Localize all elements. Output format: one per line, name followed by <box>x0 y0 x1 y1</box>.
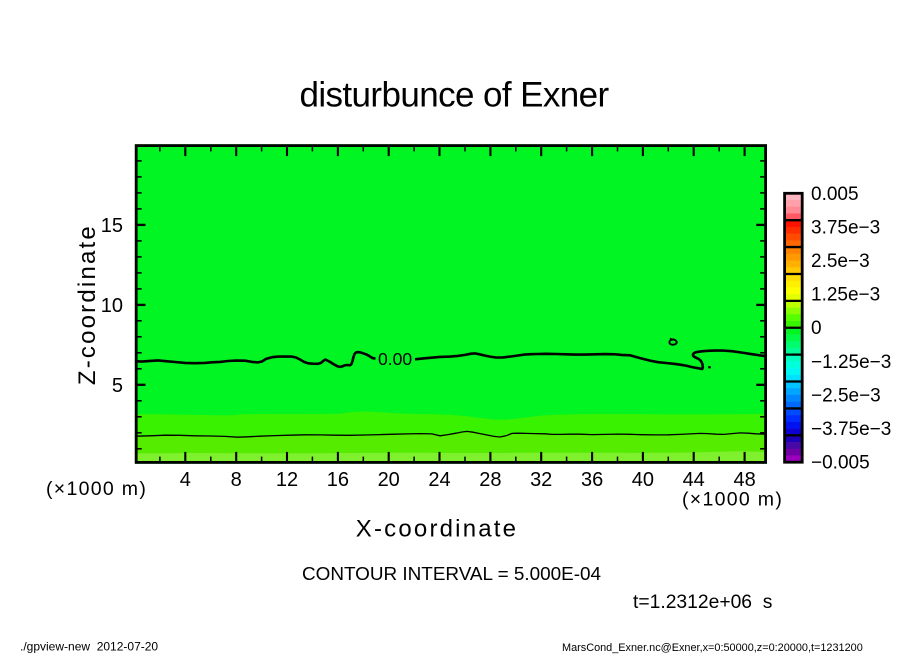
svg-text:(×1000 m): (×1000 m) <box>46 478 147 500</box>
svg-text:(×1000 m): (×1000 m) <box>682 489 783 511</box>
svg-text:−3.75e−3: −3.75e−3 <box>811 419 891 440</box>
svg-text:16: 16 <box>327 469 349 491</box>
svg-text:4: 4 <box>180 469 191 491</box>
svg-text:20: 20 <box>378 469 400 491</box>
svg-text:0: 0 <box>811 318 822 339</box>
svg-text:0.00: 0.00 <box>378 349 412 369</box>
svg-text:1.25e−3: 1.25e−3 <box>811 285 880 306</box>
svg-text:−2.5e−3: −2.5e−3 <box>811 386 881 407</box>
svg-text:0.005: 0.005 <box>811 184 859 205</box>
svg-text:48: 48 <box>733 469 755 491</box>
svg-text:32: 32 <box>530 469 552 491</box>
svg-text:8: 8 <box>231 469 242 491</box>
svg-text:24: 24 <box>428 469 450 491</box>
svg-text:disturbunce of Exner: disturbunce of Exner <box>299 76 609 115</box>
svg-text:44: 44 <box>683 469 705 491</box>
svg-text:Z-coordinate: Z-coordinate <box>74 224 101 385</box>
svg-text:10: 10 <box>101 295 123 317</box>
svg-text:−1.25e−3: −1.25e−3 <box>811 352 891 373</box>
svg-text:MarsCond_Exner.nc@Exner,x=0:50: MarsCond_Exner.nc@Exner,x=0:50000,z=0:20… <box>562 642 863 654</box>
svg-text:36: 36 <box>581 469 603 491</box>
svg-text:./gpview-new 2012-07-20: ./gpview-new 2012-07-20 <box>20 640 158 654</box>
svg-text:2.5e−3: 2.5e−3 <box>811 251 870 272</box>
svg-text:40: 40 <box>632 469 654 491</box>
svg-text:−0.005: −0.005 <box>811 453 870 474</box>
svg-text:CONTOUR INTERVAL = 5.000E-04: CONTOUR INTERVAL = 5.000E-04 <box>302 564 601 585</box>
svg-text:X-coordinate: X-coordinate <box>356 516 518 543</box>
svg-text:3.75e−3: 3.75e−3 <box>811 217 880 238</box>
svg-text:12: 12 <box>276 469 298 491</box>
svg-text:t=1.2312e+06 s: t=1.2312e+06 s <box>633 592 772 613</box>
svg-text:28: 28 <box>479 469 501 491</box>
svg-text:15: 15 <box>101 215 123 237</box>
svg-text:5: 5 <box>112 375 123 397</box>
